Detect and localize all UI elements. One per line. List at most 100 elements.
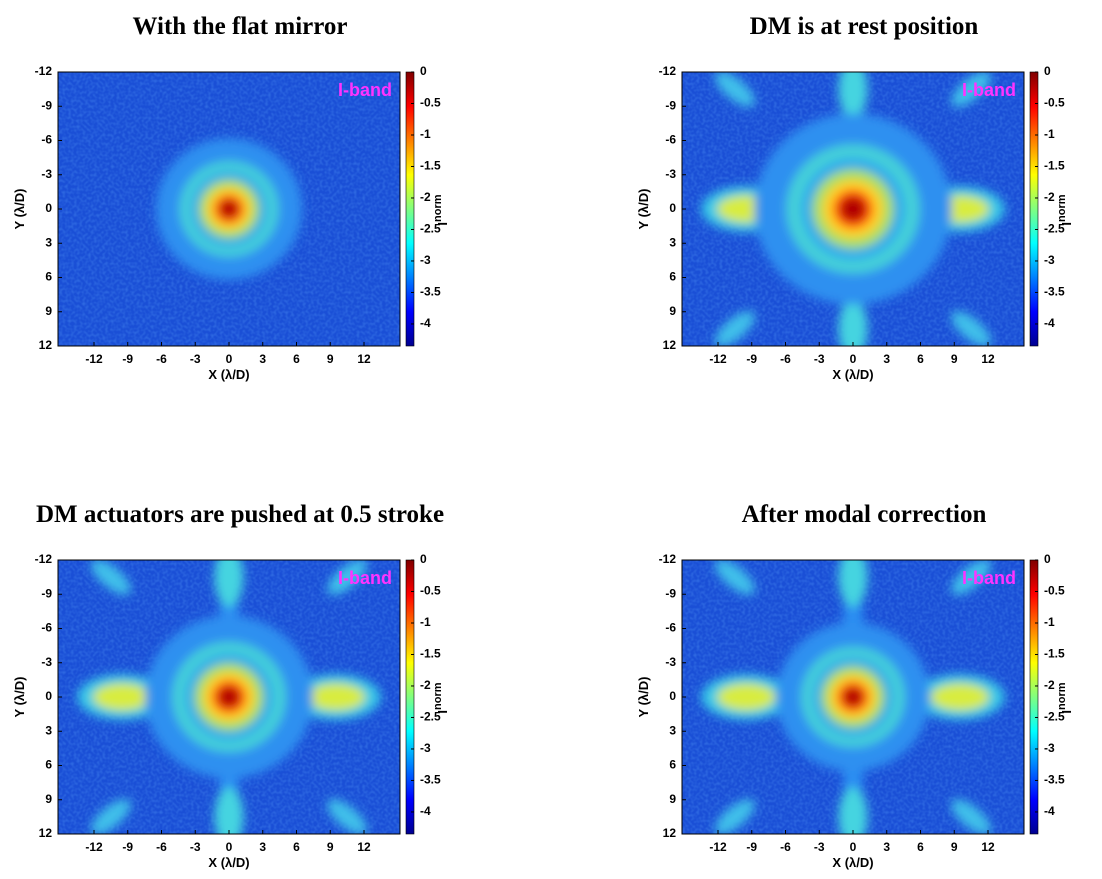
intensity-feature — [214, 787, 244, 834]
colorbar-tick-label: -1 — [420, 615, 431, 629]
colorbar-label: Inorm — [1056, 194, 1074, 225]
x-tick-label: 6 — [917, 352, 924, 366]
colorbar-tick-label: -1.5 — [1044, 647, 1065, 661]
y-tick-label: -12 — [659, 64, 677, 78]
x-tick-label: 6 — [293, 840, 300, 854]
colorbar — [405, 71, 415, 347]
x-tick-label: 6 — [293, 352, 300, 366]
colorbar-tick-label: -0.5 — [1044, 584, 1065, 598]
intensity-feature — [842, 687, 864, 707]
colorbar-tick-label: -1.5 — [420, 647, 441, 661]
heatmap-image — [682, 72, 1024, 346]
intensity-feature — [838, 72, 868, 119]
x-tick-label: 12 — [357, 840, 371, 854]
heatmap-features — [701, 560, 1005, 834]
colorbar-tick-label: -4 — [1044, 316, 1055, 330]
y-tick-label: 12 — [39, 338, 53, 352]
heatmap-image — [58, 72, 400, 346]
heatmap-image — [58, 560, 400, 834]
y-tick-label: 6 — [669, 758, 676, 772]
intensity-feature — [90, 560, 131, 595]
colorbar-label: Inorm — [1056, 682, 1074, 713]
x-tick-label: -3 — [190, 352, 201, 366]
intensity-feature — [219, 199, 239, 219]
y-tick-label: 9 — [45, 304, 52, 318]
colorbar-tick-label: -1 — [420, 127, 431, 141]
chart-title: With the flat mirror — [132, 13, 347, 40]
x-tick-label: 0 — [850, 352, 857, 366]
colorbar — [405, 559, 415, 835]
colorbar-tick-label: -2.5 — [420, 222, 441, 236]
y-tick-label: 12 — [39, 826, 53, 840]
x-tick-label: -12 — [709, 352, 727, 366]
colorbar-tick-label: -4 — [420, 804, 431, 818]
intensity-feature — [838, 787, 868, 834]
colorbar-label-main: I — [1059, 222, 1074, 226]
y-tick-label: 3 — [669, 235, 676, 249]
y-tick-label: -12 — [35, 552, 53, 566]
x-tick-label: -6 — [156, 352, 167, 366]
colorbar-tick-label: -3.5 — [420, 773, 441, 787]
y-axis-label: Y (λ/D) — [12, 189, 27, 230]
colorbar-tick-label: 0 — [420, 552, 427, 566]
x-tick-label: 12 — [981, 840, 995, 854]
colorbar-tick-label: 0 — [1044, 64, 1051, 78]
y-tick-label: 6 — [45, 758, 52, 772]
y-tick-label: 6 — [669, 270, 676, 284]
intensity-feature — [214, 560, 244, 607]
y-tick-label: -3 — [41, 655, 52, 669]
intensity-feature — [714, 72, 755, 107]
x-tick-label: -9 — [746, 352, 757, 366]
intensity-feature — [90, 799, 131, 834]
panel: DM is at rest position I-band -12 -9 -6 -3 0 3 6… — [636, 13, 1074, 382]
intensity-feature — [951, 799, 992, 834]
colorbar-tick-label: -2 — [1044, 190, 1055, 204]
intensity-feature — [951, 311, 992, 346]
x-tick-label: 12 — [981, 352, 995, 366]
colorbar-label: Inorm — [432, 194, 450, 225]
colorbar-tick-label: 0 — [1044, 552, 1051, 566]
x-tick-label: 0 — [226, 352, 233, 366]
colorbar-tick-label: -3.5 — [1044, 285, 1065, 299]
chart-title: After modal correction — [742, 501, 987, 528]
x-tick-label: -12 — [85, 352, 103, 366]
x-tick-label: -3 — [190, 840, 201, 854]
colorbar — [1029, 559, 1039, 835]
y-tick-label: 6 — [45, 270, 52, 284]
colorbar-tick-label: -3 — [1044, 741, 1055, 755]
x-tick-label: 0 — [226, 840, 233, 854]
y-tick-label: 12 — [663, 826, 677, 840]
intensity-feature — [930, 683, 990, 711]
colorbar-label-sub: norm — [1056, 682, 1068, 710]
panel: After modal correction I-band -12 -9 -6 -3 0 3 6… — [636, 501, 1074, 870]
heatmap-image — [682, 560, 1024, 834]
x-tick-label: 12 — [357, 352, 371, 366]
y-axis-label: Y (λ/D) — [12, 677, 27, 718]
intensity-feature — [714, 799, 755, 834]
x-tick-label: -3 — [814, 840, 825, 854]
intensity-feature — [951, 72, 992, 107]
x-tick-label: 6 — [917, 840, 924, 854]
x-tick-label: -6 — [780, 840, 791, 854]
colorbar-tick-label: -3 — [1044, 253, 1055, 267]
y-tick-label: 3 — [45, 723, 52, 737]
intensity-feature — [714, 560, 755, 595]
colorbar-tick-label: -3 — [420, 253, 431, 267]
y-tick-label: -3 — [665, 655, 676, 669]
chart-title: DM is at rest position — [750, 13, 979, 40]
intensity-feature — [327, 560, 368, 595]
intensity-feature — [327, 799, 368, 834]
x-tick-label: -9 — [746, 840, 757, 854]
colorbar-tick-label: -2.5 — [1044, 222, 1065, 236]
x-tick-label: -3 — [814, 352, 825, 366]
colorbar-tick-label: -3 — [420, 741, 431, 755]
intensity-feature — [218, 686, 240, 708]
y-tick-label: 12 — [663, 338, 677, 352]
colorbar-tick-label: -1.5 — [420, 159, 441, 173]
colorbar-tick-label: -4 — [420, 316, 431, 330]
intensity-feature — [840, 196, 866, 222]
x-tick-label: -9 — [122, 840, 133, 854]
y-tick-label: 3 — [669, 723, 676, 737]
y-axis-label: Y (λ/D) — [636, 677, 651, 718]
